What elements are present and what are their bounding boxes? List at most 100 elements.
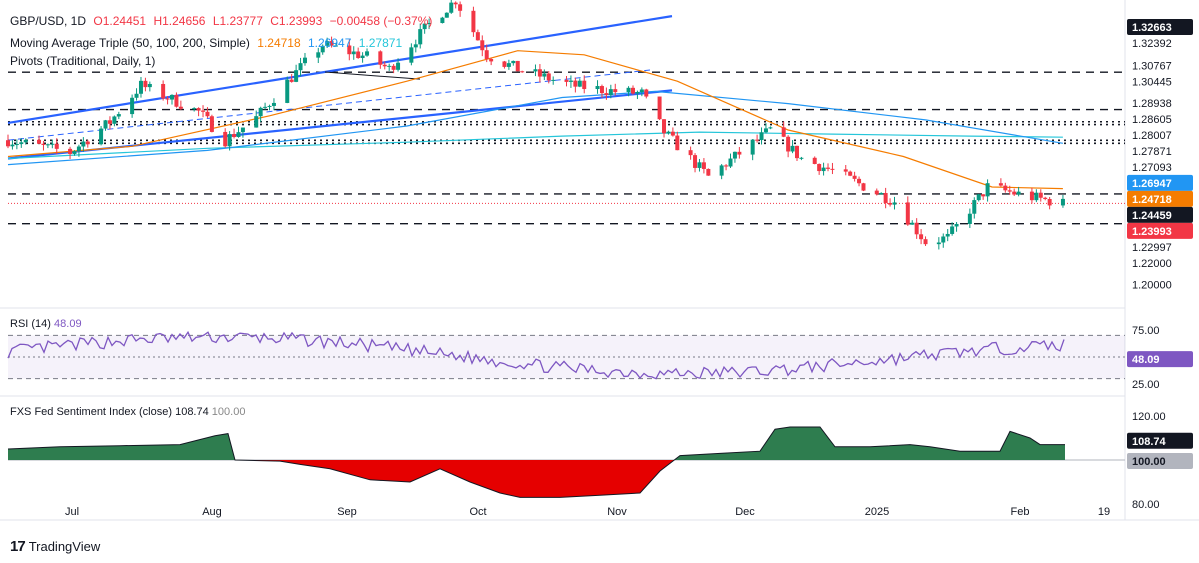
price-badge (1127, 206, 1193, 223)
candle-body (630, 87, 635, 94)
candle-body (418, 29, 423, 45)
ma200-value: 1.27871 (358, 36, 403, 50)
close-value: C1.23993 (270, 14, 323, 28)
rsi-tick-label: 25.00 (1132, 379, 1160, 391)
candle-body (1038, 192, 1043, 198)
candle-body (143, 80, 148, 88)
time-tick-label: Feb (1011, 506, 1030, 518)
candle-body (830, 168, 835, 170)
candle-body (14, 144, 19, 146)
candle-body (582, 80, 587, 90)
price-tick-label: 1.27093 (1132, 162, 1172, 174)
rsi-header: RSI (14) 48.09 (10, 318, 82, 330)
price-badge (1127, 174, 1193, 191)
candle-body (1003, 185, 1008, 191)
tv-logo-icon: 17 (10, 538, 26, 555)
candle-body (347, 45, 352, 55)
candle-body (812, 157, 817, 164)
candle-body (236, 132, 241, 138)
candle-body (799, 157, 804, 159)
candle-body (134, 93, 139, 98)
rsi-line (7, 330, 1065, 380)
candle-body (267, 105, 272, 107)
tradingview-logo[interactable]: 17 TradingView (10, 538, 100, 555)
candle-body (232, 134, 237, 138)
candle-body (382, 64, 387, 67)
candle-body (613, 89, 618, 93)
sentiment-badge-2 (1127, 453, 1193, 469)
candle-body (489, 59, 494, 62)
candle-body (883, 192, 888, 203)
candle-body (360, 55, 365, 59)
candle-body (440, 17, 445, 24)
candle-body (635, 91, 640, 94)
candle-body (981, 194, 986, 197)
price-tick-label: 1.24718 (1132, 194, 1172, 206)
candle-body (542, 73, 547, 77)
candle-body (568, 80, 573, 82)
candle-body (1007, 190, 1012, 192)
candle-body (413, 44, 418, 48)
candle-body (1043, 197, 1048, 200)
candle-body (449, 2, 454, 13)
candle-body (998, 183, 1003, 186)
ma100-value: 1.26947 (308, 36, 352, 50)
time-tick-label: Aug (202, 506, 222, 518)
candle-body (945, 233, 950, 237)
candle-body (201, 110, 206, 112)
grid (0, 0, 1199, 521)
candle-body (905, 202, 910, 225)
candle-body (81, 141, 86, 147)
candle-body (258, 107, 263, 117)
candle-body (786, 136, 791, 152)
price-tick-label: 1.27871 (1132, 146, 1172, 158)
candle-body (511, 60, 516, 64)
sentiment-badge-1 (1127, 432, 1193, 449)
pivots-header: Pivots (Traditional, Daily, 1) (10, 54, 159, 69)
candle-body (54, 143, 59, 149)
short-trendline (324, 71, 421, 80)
candle-body (662, 119, 667, 134)
candle-body (967, 213, 972, 224)
candle-body (697, 162, 702, 168)
price-tick-label: 1.22000 (1132, 258, 1172, 270)
candle-body (608, 89, 613, 95)
sentiment-badge-1-label: 108.74 (1132, 436, 1167, 448)
sentiment-negative-area (8, 460, 1065, 498)
sentiment-header: FXS Fed Sentiment Index (close) 108.74 1… (10, 406, 245, 418)
candle-body (37, 139, 42, 144)
ma-label: Moving Average Triple (50, 100, 200, Sim… (10, 36, 250, 50)
candle-body (706, 168, 711, 176)
candle-body (843, 169, 848, 172)
candle-body (941, 236, 946, 243)
candle-body (387, 65, 392, 67)
candle-body (329, 41, 334, 46)
candle-body (298, 63, 303, 71)
candle-body (192, 108, 197, 110)
candle-body (817, 163, 822, 172)
candle-body (750, 139, 755, 155)
price-tick-label: 1.22997 (1132, 242, 1172, 254)
high-value: H1.24656 (153, 14, 206, 28)
candle-body (422, 23, 427, 30)
candle-body (719, 165, 724, 176)
price-badge (1127, 222, 1193, 239)
time-axis[interactable]: Jul Aug Sep Oct Nov Dec 2025 Feb 19 (65, 506, 1110, 518)
candle-body (72, 151, 77, 154)
candle-body (227, 134, 232, 147)
candle-body (161, 83, 166, 99)
open-value: O1.24451 (93, 14, 147, 28)
candle-body (409, 47, 414, 63)
candle-body (1016, 191, 1021, 195)
candle-body (285, 79, 290, 103)
price-axis[interactable]: 1.32663 1.32392 1.30767 1.30445 1.28938 1.286… (1127, 19, 1193, 511)
candle-body (599, 86, 604, 94)
time-tick-label: Dec (735, 506, 755, 518)
candle-body (68, 148, 73, 154)
candle-body (351, 51, 356, 55)
candle-body (23, 139, 28, 143)
candle-body (564, 79, 569, 82)
candle-body (170, 94, 175, 100)
symbol-header: GBP/USD, 1D O1.24451 H1.24656 L1.23777 C… (10, 14, 436, 29)
